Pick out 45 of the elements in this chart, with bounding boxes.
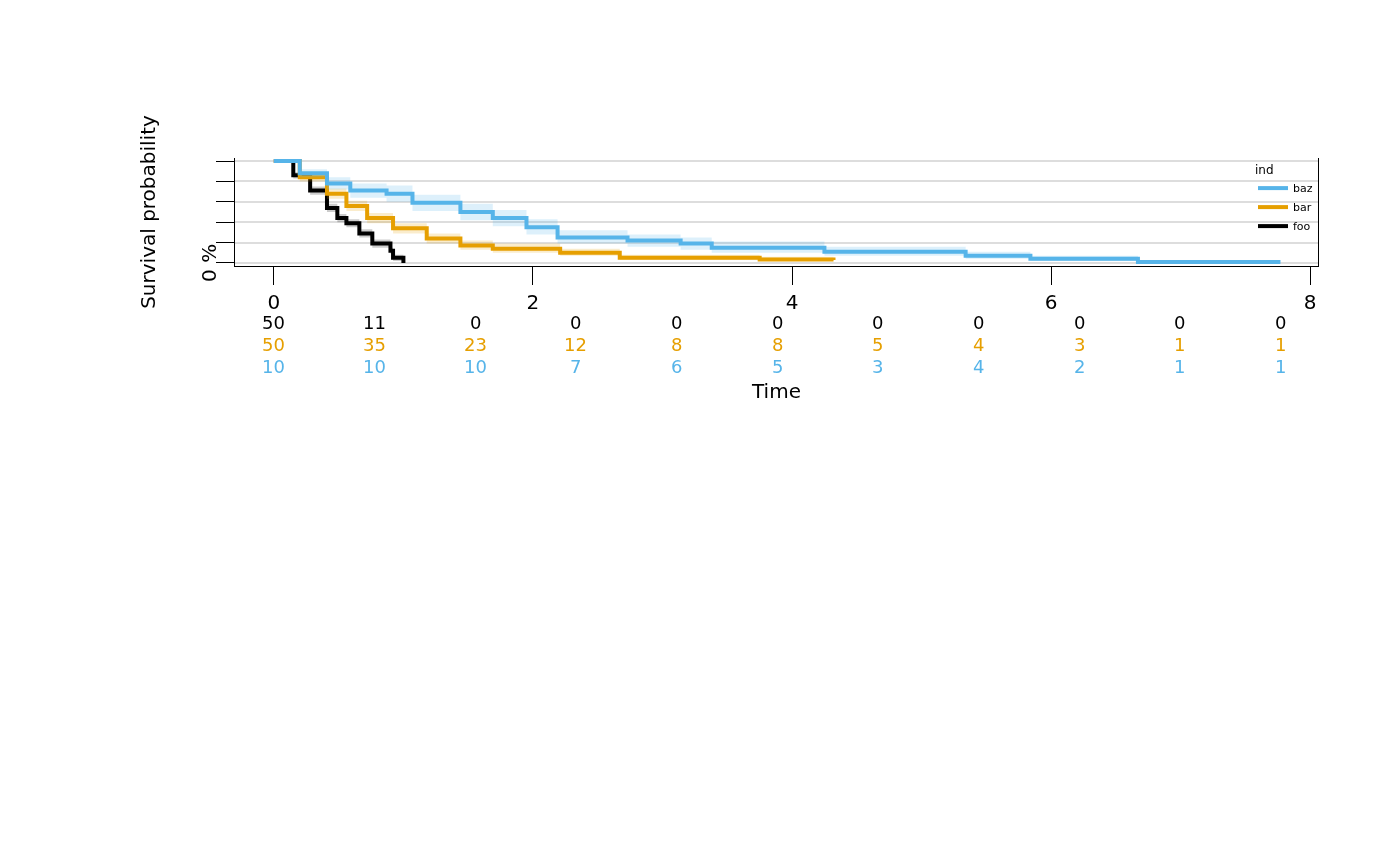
text: 0 xyxy=(470,312,482,333)
text: 0 % xyxy=(197,243,222,282)
x-tick-label: 8 xyxy=(1303,290,1317,314)
text: 12 xyxy=(564,334,587,355)
legend-label: foo xyxy=(1293,220,1311,234)
x-tick-label: 4 xyxy=(785,290,799,314)
text: 0 xyxy=(872,312,884,333)
text: 6 xyxy=(671,356,683,377)
text: 10 xyxy=(262,356,285,377)
text: 50 xyxy=(262,334,285,355)
text: 11 xyxy=(363,312,386,333)
legend-label: baz xyxy=(1293,182,1313,196)
text: 0 xyxy=(671,312,683,333)
text: 10 xyxy=(464,356,487,377)
text: 3 xyxy=(1074,334,1086,355)
text: 0 xyxy=(1174,312,1186,333)
text: 0 xyxy=(570,312,582,333)
legend-title: ind xyxy=(1255,162,1274,177)
x-tick-label: 0 xyxy=(267,290,281,314)
x-axis-title: Time xyxy=(751,378,801,403)
text: 4 xyxy=(973,334,985,355)
text: 35 xyxy=(363,334,386,355)
text: 2 xyxy=(1074,356,1086,377)
text: 3 xyxy=(872,356,884,377)
text: 7 xyxy=(570,356,582,377)
text: 8 xyxy=(671,334,683,355)
text: 0 xyxy=(973,312,985,333)
text: 0 xyxy=(1275,312,1287,333)
text: 1 xyxy=(1275,334,1287,355)
text: 23 xyxy=(464,334,487,355)
text: 50 xyxy=(262,312,285,333)
text: 8 xyxy=(772,334,784,355)
text: 10 xyxy=(363,356,386,377)
text: 1 xyxy=(1174,356,1186,377)
text: 5 xyxy=(872,334,884,355)
text: 5 xyxy=(772,356,784,377)
text: 4 xyxy=(973,356,985,377)
y-axis-title: Survival probability xyxy=(135,114,160,309)
x-tick-label: 2 xyxy=(526,290,540,314)
legend-label: bar xyxy=(1293,201,1312,215)
x-tick-label: 6 xyxy=(1044,290,1058,314)
text: 0 xyxy=(1074,312,1086,333)
text: 1 xyxy=(1275,356,1287,377)
text: 1 xyxy=(1174,334,1186,355)
text: 0 xyxy=(772,312,784,333)
